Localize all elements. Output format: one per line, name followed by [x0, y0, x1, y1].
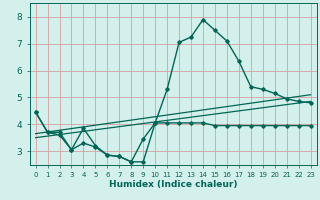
X-axis label: Humidex (Indice chaleur): Humidex (Indice chaleur)	[109, 180, 237, 189]
